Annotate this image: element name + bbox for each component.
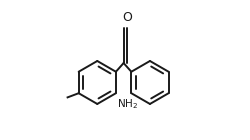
Text: NH$_2$: NH$_2$ <box>117 97 139 111</box>
Text: O: O <box>122 11 132 24</box>
